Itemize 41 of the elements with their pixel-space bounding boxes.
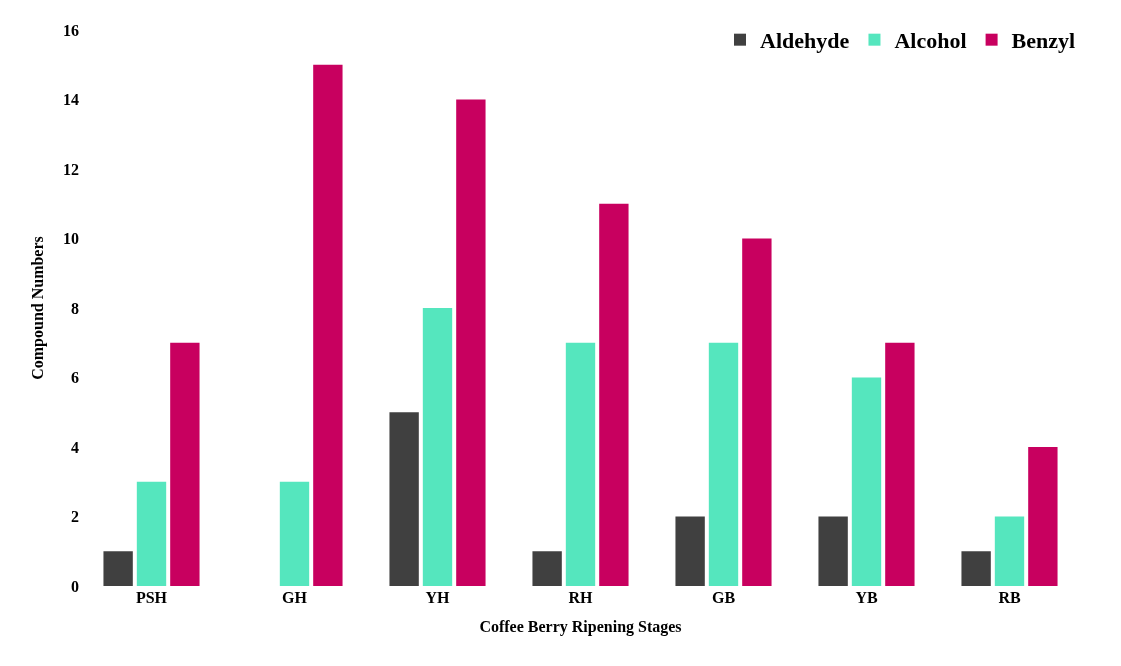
bar <box>675 516 705 586</box>
bar <box>136 481 167 586</box>
y-tick-label: 16 <box>63 21 79 39</box>
y-tick-label: 10 <box>63 230 79 248</box>
bar <box>389 412 419 586</box>
bar <box>1028 447 1058 586</box>
bar <box>708 342 739 586</box>
legend-label: Aldehyde <box>760 28 850 54</box>
x-axis-title: Coffee Berry Ripening Stages <box>479 617 682 636</box>
y-tick-label: 14 <box>63 91 79 109</box>
bar <box>279 481 310 586</box>
legend-label: Alcohol <box>894 28 967 54</box>
bar <box>456 99 486 586</box>
bar <box>103 551 133 586</box>
bar <box>599 203 629 586</box>
y-tick-label: 4 <box>71 438 79 456</box>
y-tick-label: 2 <box>71 508 79 526</box>
y-tick-label: 6 <box>71 369 79 387</box>
y-tick-label: 12 <box>63 160 79 178</box>
y-tick-label: 8 <box>71 299 79 317</box>
bar <box>961 551 991 586</box>
bar <box>742 238 772 586</box>
y-tick-label: 0 <box>71 577 79 595</box>
x-tick-label: PSH <box>135 589 168 606</box>
legend-label: Benzyl <box>1011 28 1076 54</box>
bar <box>994 516 1025 586</box>
bar <box>885 342 915 586</box>
bar <box>422 308 453 586</box>
y-axis-title: Compound Numbers <box>28 236 47 380</box>
bar <box>313 64 343 586</box>
x-tick-label: YH <box>425 589 451 606</box>
x-tick-label: YB <box>855 589 878 606</box>
x-tick-label: GH <box>282 589 308 606</box>
bar <box>532 551 562 586</box>
bar <box>565 342 596 586</box>
x-tick-label: RH <box>568 589 594 606</box>
x-tick-label: GB <box>711 589 736 606</box>
bar <box>170 342 200 586</box>
bar <box>818 516 848 586</box>
bar <box>851 377 882 586</box>
x-tick-label: RB <box>998 589 1021 606</box>
